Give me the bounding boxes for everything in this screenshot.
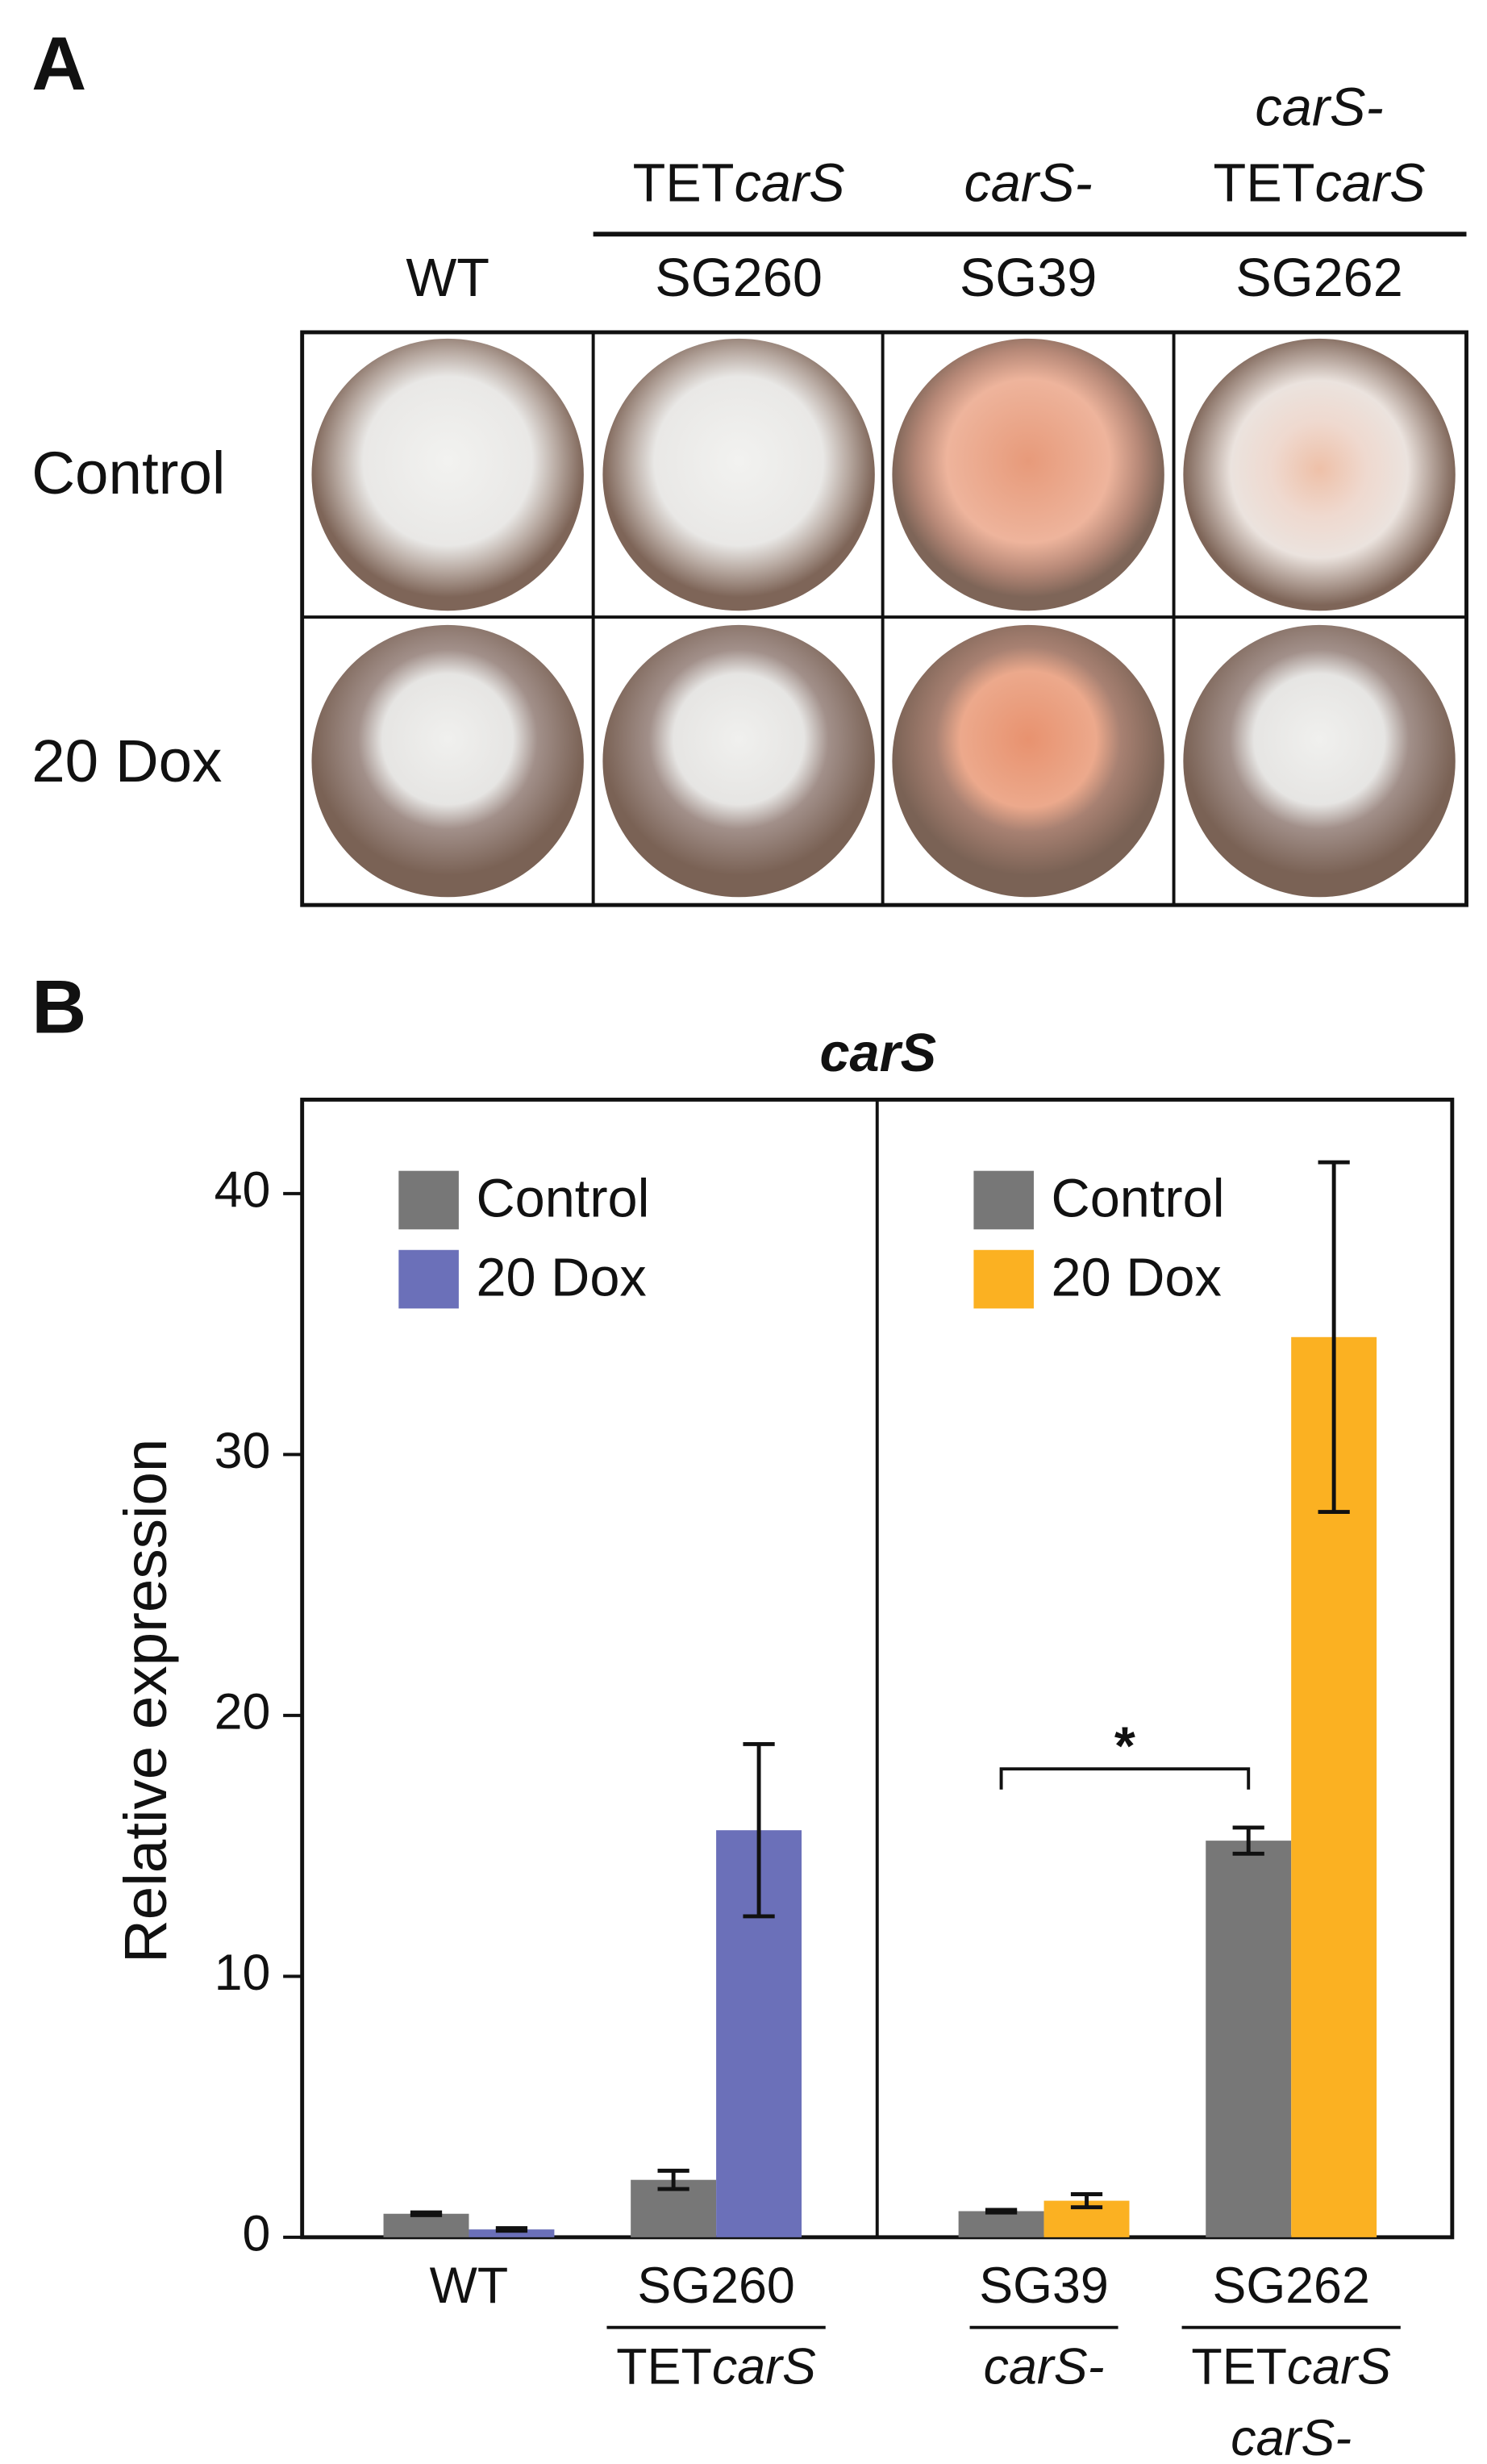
genotype-label: TETcarS [616,2338,816,2395]
panel-label: B [31,964,86,1049]
genotype-label: TETcarS [1214,153,1426,213]
genotype-label: carS- [1255,77,1383,137]
text-part: carS [712,2338,816,2395]
error-bar [1070,2192,1103,2210]
y-axis-label: Relative expression [112,1439,179,1963]
colony-photo [1183,338,1456,611]
genotype-label: TETcarS [633,153,845,213]
legend-swatch [973,1249,1034,1309]
legend-label: 20 Dox [476,1249,646,1308]
text-part: carS- [1255,77,1383,137]
significance-label: * [1114,1716,1135,1776]
error-bar [495,2226,528,2233]
panel-label: A [31,21,86,106]
text-part: TET [1214,153,1315,213]
column-label: WT [406,248,489,308]
colony-photo [602,338,875,611]
legend-swatch [973,1170,1034,1230]
column-label: SG260 [655,248,823,308]
text-part: TET [633,153,735,213]
y-tick-label: 10 [215,1945,271,2001]
legend-swatch [398,1249,459,1309]
x-tick-label: SG262 [1212,2258,1369,2314]
colony-photo [602,624,875,898]
error-bar [410,2210,443,2217]
text-part: TET [1191,2338,1287,2395]
chart-title: carS [819,1024,936,1083]
bar [383,2213,469,2237]
y-tick-label: 30 [215,1423,271,1479]
row-label: 20 Dox [31,728,222,794]
error-bar [1318,1160,1350,1514]
genotype-label: TETcarS [1191,2338,1391,2395]
bar [469,2229,555,2237]
text-part: carS- [1231,2410,1352,2464]
legend-swatch [398,1170,459,1230]
text-part: carS [1314,153,1425,213]
colony-grid [300,231,1468,907]
y-tick-label: 20 [215,1683,271,1740]
column-label: SG262 [1235,248,1403,308]
legend-label: 20 Dox [1052,1249,1222,1308]
text-part: carS- [964,153,1092,213]
x-tick-label: SG39 [979,2258,1109,2314]
text-part: carS [1287,2338,1391,2395]
genotype-label: carS- [984,2338,1105,2395]
colony-photo [311,338,584,611]
row-label: Control [31,440,225,507]
error-bar [657,2168,689,2191]
bar [958,2211,1044,2237]
significance-bracket [999,1767,1251,1790]
y-tick-label: 0 [243,2205,271,2262]
genotype-label: carS- [1231,2410,1352,2464]
error-bar [743,1741,775,1919]
error-bar [985,2208,1018,2215]
x-tick-label: SG260 [637,2258,794,2314]
colony-photo [311,624,584,898]
bar [1206,1841,1292,2237]
error-bar [1232,1825,1264,1856]
text-part: carS- [984,2338,1105,2395]
legend-label: Control [476,1169,649,1229]
legend-label: Control [1052,1169,1225,1229]
colony-photo [892,338,1164,611]
text-part: TET [616,2338,712,2395]
y-tick-label: 40 [215,1161,271,1218]
genotype-label: carS- [964,153,1092,213]
text-part: carS [735,153,845,213]
colony-photo [892,624,1164,898]
column-label: SG39 [960,248,1098,308]
colony-photo [1183,624,1456,898]
x-tick-label: WT [430,2258,509,2314]
